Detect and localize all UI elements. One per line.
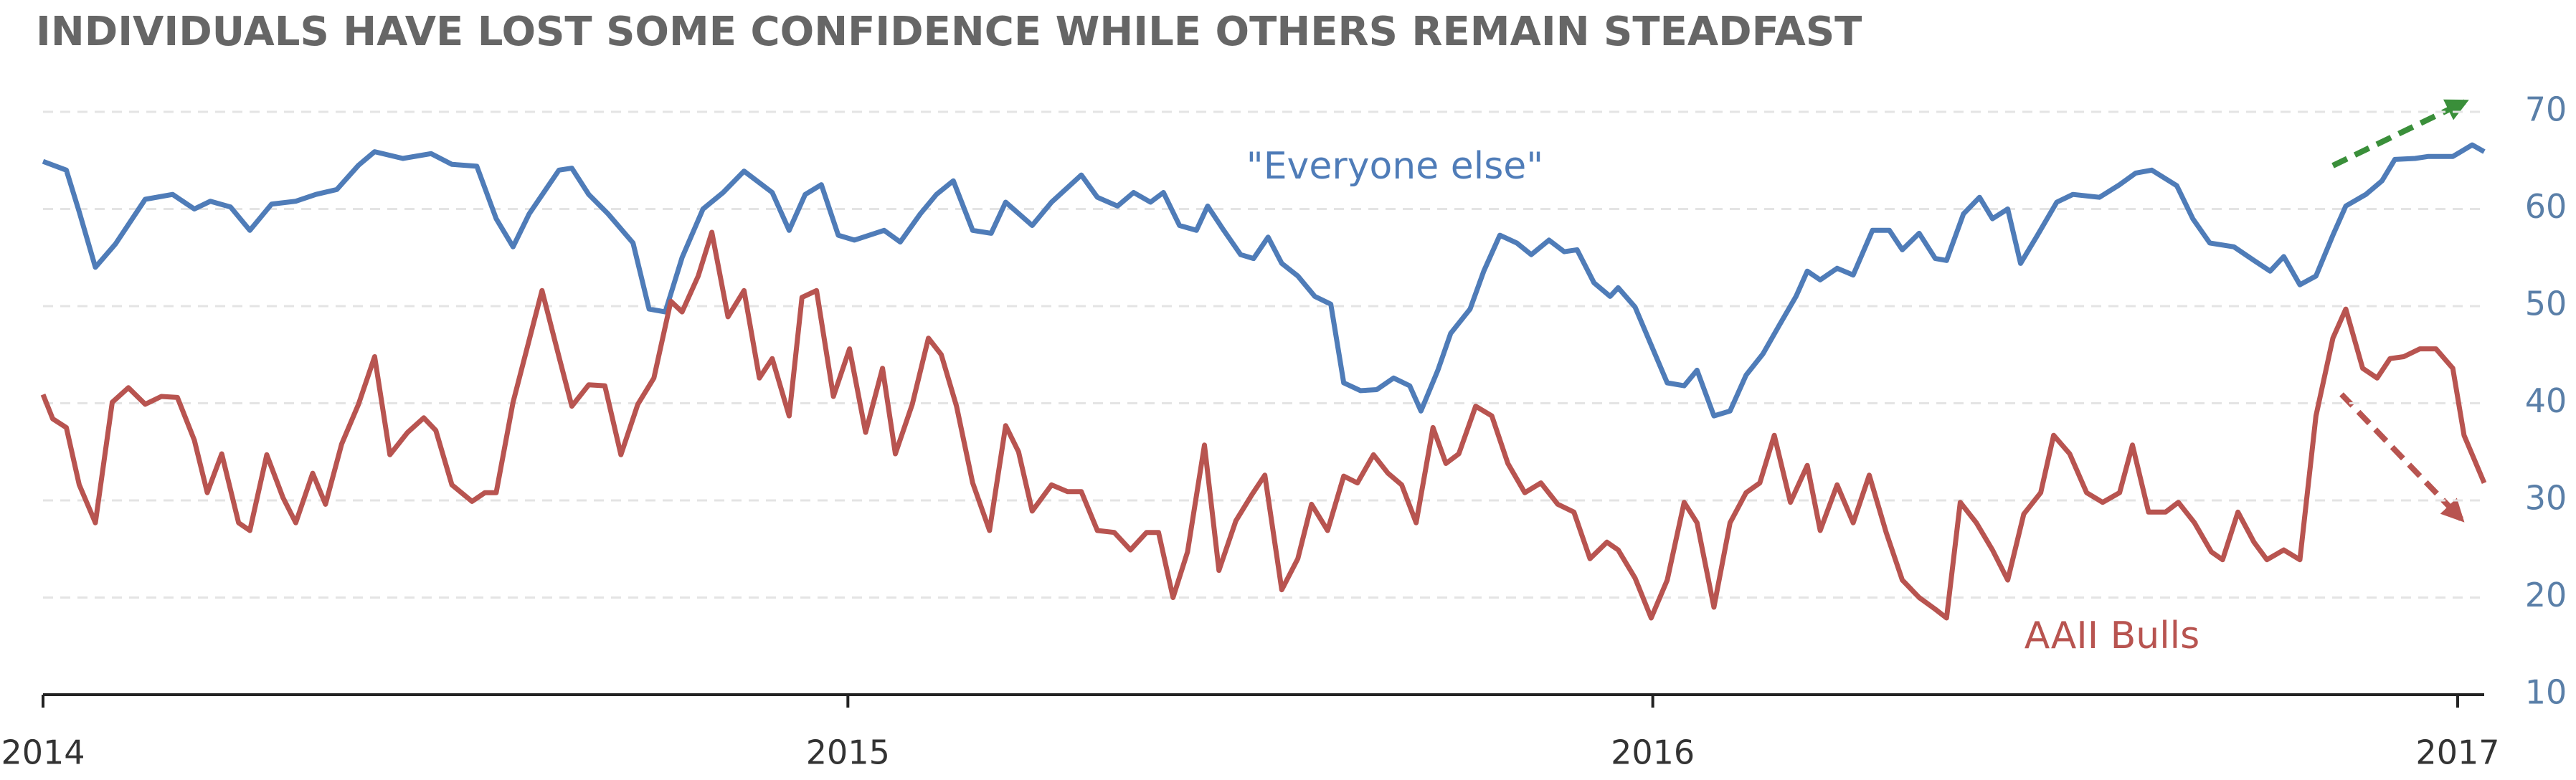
line-series [42, 142, 2486, 419]
y-tick-label: 50 [2525, 285, 2567, 323]
series-label: AAII Bulls [2025, 614, 2199, 657]
x-tick-label: 2015 [806, 733, 890, 772]
y-tick-label: 70 [2525, 90, 2567, 129]
series-label: "Everyone else" [1246, 145, 1543, 188]
line-series [40, 229, 2487, 621]
y-tick-label: 10 [2525, 673, 2567, 712]
x-tick-label: 2014 [1, 733, 85, 772]
chart-title: INDIVIDUALS HAVE LOST SOME CONFIDENCE WH… [36, 9, 1862, 55]
y-tick-label: 40 [2525, 381, 2567, 420]
x-tick-label: 2017 [2415, 733, 2499, 772]
y-tick-label: 20 [2525, 576, 2567, 614]
y-tick-label: 30 [2525, 479, 2567, 518]
x-tick-label: 2016 [1611, 733, 1695, 772]
y-tick-label: 60 [2525, 187, 2567, 226]
arrow-down [2339, 392, 2465, 523]
